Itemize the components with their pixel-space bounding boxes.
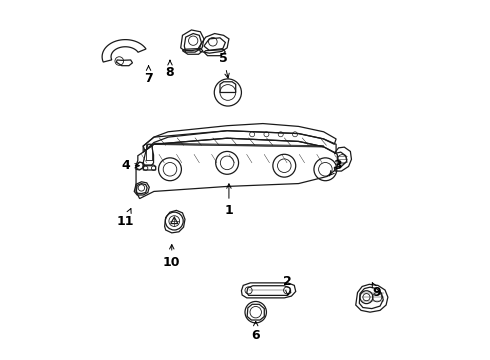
Text: 8: 8 — [166, 60, 174, 79]
Text: 6: 6 — [251, 321, 260, 342]
Text: 5: 5 — [219, 52, 229, 78]
Text: 4: 4 — [121, 159, 139, 172]
Text: 3: 3 — [329, 159, 342, 176]
Text: 7: 7 — [144, 66, 153, 85]
Text: 2: 2 — [284, 275, 292, 295]
Text: 1: 1 — [224, 184, 233, 217]
Text: 10: 10 — [163, 244, 180, 269]
Text: 9: 9 — [372, 283, 382, 299]
Text: 11: 11 — [117, 208, 134, 228]
